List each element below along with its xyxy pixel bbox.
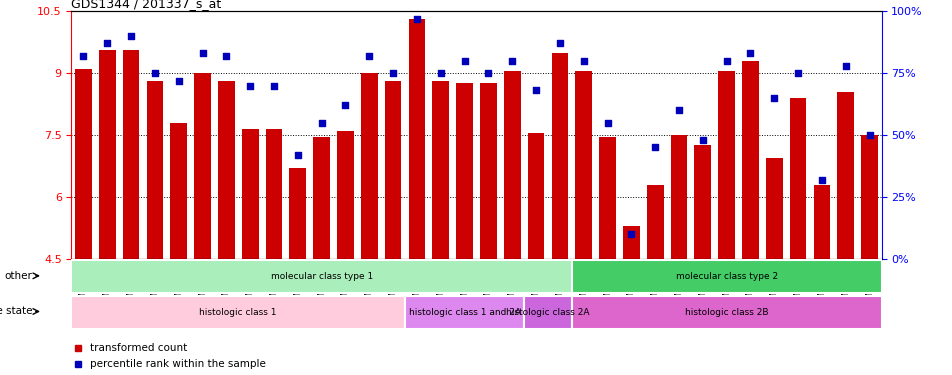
Bar [218, 81, 234, 259]
Point [385, 70, 400, 76]
Text: GDS1344 / 201337_s_at: GDS1344 / 201337_s_at [71, 0, 222, 10]
Point [505, 58, 520, 64]
Point [408, 16, 424, 22]
Point [170, 78, 186, 84]
Point [718, 58, 733, 64]
Text: other: other [5, 271, 32, 281]
Bar [266, 129, 282, 259]
Text: transformed count: transformed count [89, 343, 187, 353]
Bar [405, 296, 524, 328]
Point [861, 132, 876, 138]
Bar [571, 296, 881, 328]
Point [456, 58, 471, 64]
Point [194, 50, 209, 56]
Bar [670, 135, 686, 259]
Bar [480, 84, 496, 259]
Bar [361, 73, 377, 259]
Bar [337, 131, 353, 259]
Point [813, 177, 828, 183]
Bar [313, 137, 329, 259]
Point [218, 53, 234, 59]
Bar [694, 146, 710, 259]
Point [600, 120, 615, 126]
Bar [742, 61, 758, 259]
Bar [456, 84, 472, 259]
Bar [524, 296, 571, 328]
Bar [718, 71, 734, 259]
Text: percentile rank within the sample: percentile rank within the sample [89, 359, 266, 369]
Text: molecular class type 1: molecular class type 1 [270, 272, 372, 281]
Point [527, 87, 543, 93]
Point [647, 144, 663, 150]
Bar [599, 137, 615, 259]
Bar [385, 81, 401, 259]
Point [765, 95, 781, 101]
Bar [289, 168, 306, 259]
Point [789, 70, 804, 76]
Bar [123, 51, 139, 259]
Bar [571, 260, 881, 293]
Bar [527, 133, 544, 259]
Point [551, 40, 566, 46]
Bar [861, 135, 877, 259]
Bar [837, 92, 853, 259]
Point [623, 231, 638, 237]
Bar [194, 73, 210, 259]
Bar [623, 226, 639, 259]
Bar [813, 184, 829, 259]
Point [694, 137, 709, 143]
Point [75, 53, 91, 59]
Point [575, 58, 590, 64]
Bar [432, 81, 448, 259]
Text: histologic class 1: histologic class 1 [199, 308, 277, 316]
Text: disease state: disease state [0, 306, 32, 316]
Point [480, 70, 495, 76]
Bar [646, 184, 663, 259]
Bar [71, 296, 405, 328]
Text: histologic class 2B: histologic class 2B [684, 308, 767, 316]
Point [337, 102, 352, 108]
Bar [765, 158, 782, 259]
Bar [789, 98, 805, 259]
Bar [408, 20, 425, 259]
Point [289, 152, 305, 158]
Point [123, 33, 138, 39]
Point [670, 107, 685, 113]
Point [838, 63, 853, 69]
Text: molecular class type 2: molecular class type 2 [675, 272, 777, 281]
Bar [71, 260, 571, 293]
Point [266, 82, 282, 88]
Text: histologic class 2A: histologic class 2A [506, 308, 589, 316]
Bar [170, 123, 187, 259]
Bar [242, 129, 258, 259]
Bar [551, 53, 567, 259]
Bar [575, 71, 591, 259]
Bar [99, 51, 115, 259]
Text: histologic class 1 and 2A: histologic class 1 and 2A [408, 308, 520, 316]
Point [242, 82, 257, 88]
Point [147, 70, 162, 76]
Bar [147, 81, 163, 259]
Point [432, 70, 447, 76]
Point [743, 50, 758, 56]
Bar [75, 69, 91, 259]
Point [99, 40, 114, 46]
Point [361, 53, 376, 59]
Bar [504, 71, 520, 259]
Point [313, 120, 328, 126]
